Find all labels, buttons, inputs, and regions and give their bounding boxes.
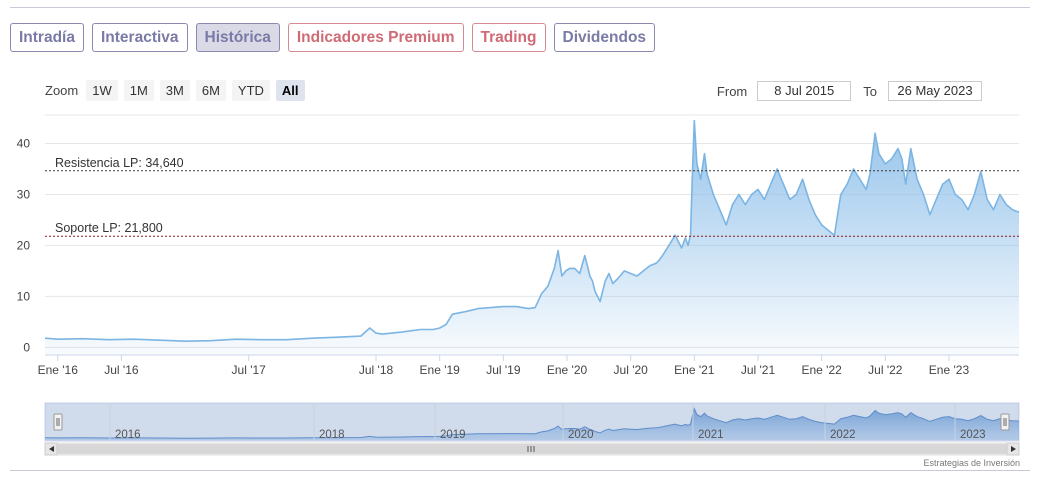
zoom-all-button[interactable]: All	[275, 80, 305, 101]
date-range: From 8 Jul 2015 To 26 May 2023	[717, 81, 982, 101]
chart-credit: Estrategias de Inversión	[923, 458, 1020, 468]
x-tick-label: Ene '16	[38, 363, 79, 377]
x-tick-label: Jul '20	[614, 363, 649, 377]
y-tick-label: 10	[17, 289, 31, 303]
navigator-year-label: 2019	[440, 429, 466, 441]
navigator-year-label: 2020	[568, 429, 594, 441]
zoom-label: Zoom	[45, 83, 79, 98]
navigator-line	[44, 407, 1020, 439]
tab-indicadores-premium[interactable]: Indicadores Premium	[287, 23, 464, 52]
x-tick-label: Jul '22	[868, 363, 903, 377]
top-divider	[10, 7, 1030, 8]
tab-dividendos[interactable]: Dividendos	[553, 23, 656, 52]
from-label: From	[716, 83, 748, 99]
to-label: To	[863, 83, 877, 99]
zoom-1m-button[interactable]: 1M	[123, 80, 154, 101]
zoom-6m-button[interactable]: 6M	[195, 80, 226, 101]
x-tick-label: Ene '22	[801, 363, 842, 377]
navigator-year-label: 2018	[319, 429, 345, 441]
x-tick-label: Ene '23	[929, 363, 970, 377]
y-tick-label: 0	[23, 340, 30, 354]
x-tick-label: Ene '21	[674, 363, 715, 377]
x-tick-label: Ene '20	[547, 363, 588, 377]
x-tick-label: Jul '16	[104, 363, 139, 377]
scrollbar-thumb[interactable]	[57, 444, 1007, 454]
zoom-ytd-button[interactable]: YTD	[231, 80, 270, 101]
tab-interactiva[interactable]: Interactiva	[91, 23, 188, 52]
to-date-input[interactable]: 26 May 2023	[888, 81, 982, 101]
x-tick-label: Jul '19	[486, 363, 521, 377]
navigator-left-handle[interactable]	[53, 413, 63, 431]
arrow-left-icon	[49, 446, 54, 452]
zoom-3m-button[interactable]: 3M	[159, 80, 190, 101]
arrow-right-icon	[1011, 446, 1016, 452]
from-date-input[interactable]: 8 Jul 2015	[757, 81, 852, 101]
tab-intradia[interactable]: Intradía	[10, 23, 84, 52]
navigator-area	[45, 408, 1019, 440]
navigator-year-label: 2021	[698, 429, 724, 441]
navigator-year-label: 2023	[960, 429, 986, 441]
tab-trading[interactable]: Trading	[471, 23, 546, 52]
zoom-1w-button[interactable]: 1W	[86, 80, 118, 101]
x-tick-label: Jul '18	[359, 363, 394, 377]
x-tick-label: Jul '21	[741, 363, 776, 377]
navigator-year-label: 2022	[830, 429, 856, 441]
navigator-selection[interactable]	[45, 403, 1019, 441]
x-tick-label: Ene '19	[420, 363, 461, 377]
chart-tabs: Intradía Interactiva Histórica Indicador…	[10, 23, 656, 52]
navigator-year-label: 2016	[115, 429, 141, 441]
bottom-divider	[10, 470, 1030, 471]
navigator-right-handle[interactable]	[1000, 413, 1010, 431]
support-label: Soporte LP: 21,800	[55, 221, 163, 235]
zoom-selector: Zoom 1W 1M 3M 6M YTD All	[45, 80, 305, 101]
y-tick-label: 20	[17, 238, 31, 252]
y-tick-label: 40	[17, 136, 31, 150]
x-tick-label: Jul '17	[232, 363, 267, 377]
y-tick-label: 30	[17, 187, 31, 201]
price-line	[44, 119, 1020, 342]
resistance-label: Resistencia LP: 34,640	[55, 156, 184, 170]
price-area	[45, 120, 1019, 355]
tab-historica[interactable]: Histórica	[195, 23, 280, 52]
